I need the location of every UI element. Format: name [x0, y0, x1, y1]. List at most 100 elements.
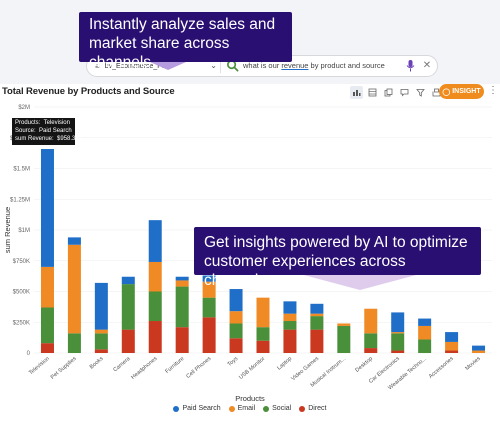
bar-segment-paid-search	[94, 282, 108, 330]
more-options-icon[interactable]: ⋮	[488, 85, 498, 96]
x-tick-label: Desktop	[354, 356, 374, 374]
bar-segment-email	[40, 266, 54, 308]
bar-segment-paid-search	[148, 220, 162, 262]
bar-segment-direct	[256, 340, 270, 353]
bar-segment-paid-search	[202, 275, 216, 282]
dataset-select[interactable]: ≡ bv_Ecommerce_Feed ⌄	[95, 56, 219, 76]
legend-item[interactable]: Email	[228, 405, 256, 412]
copy-icon[interactable]	[382, 86, 395, 99]
chart-title: Total Revenue by Products and Source	[2, 86, 175, 97]
bar-segment-direct	[445, 350, 459, 353]
bar-segment-paid-search	[67, 237, 81, 245]
bar-segment-email	[202, 281, 216, 298]
comment-icon[interactable]	[398, 86, 411, 99]
query-text-before: what is our	[243, 61, 282, 70]
query-highlight: revenue	[281, 61, 309, 70]
bar-segment-direct	[283, 329, 297, 353]
legend-item[interactable]: Direct	[299, 405, 327, 412]
bar-segment-email	[67, 244, 81, 334]
bar-segment-social	[418, 339, 432, 353]
legend-item[interactable]: Social	[263, 405, 291, 412]
bar-segment-direct	[94, 349, 108, 353]
y-tick-label: $750K	[13, 259, 30, 265]
bar-segment-social	[148, 291, 162, 322]
dataset-icon: ≡	[95, 62, 100, 71]
bar-segment-direct	[202, 317, 216, 353]
bar-segment-social	[175, 286, 189, 328]
bar-segment-email	[256, 297, 270, 328]
x-tick-label: Accessories	[428, 356, 455, 380]
chart-tooltip: Products: Television Source: Paid Search…	[12, 118, 83, 145]
chart-toolbar	[350, 84, 459, 100]
lightbulb-icon: ◯	[442, 88, 451, 96]
legend-swatch	[173, 405, 180, 412]
y-tick-label: 0	[27, 351, 31, 357]
x-tick-label: Books	[89, 356, 105, 371]
bar-segment-social	[337, 325, 351, 353]
bar-segment-email	[94, 329, 108, 334]
insight-label: INSIGHT	[452, 88, 481, 95]
y-tick-label: $1.5M	[13, 167, 30, 173]
bar-segment-paid-search	[445, 332, 459, 342]
bar-segment-social	[283, 321, 297, 330]
microphone-icon[interactable]	[405, 59, 416, 73]
bar-segment-email	[472, 350, 486, 353]
x-tick-label: Movies	[464, 356, 482, 372]
bar-segment-paid-search	[418, 318, 432, 326]
bar-segment-social	[40, 307, 54, 344]
bar-segment-paid-search	[121, 276, 135, 285]
bar-segment-direct	[391, 350, 405, 353]
filter-icon[interactable]	[414, 86, 427, 99]
bar-segment-direct	[121, 329, 135, 353]
legend-item[interactable]: Paid Search	[173, 405, 221, 412]
bar-segment-social	[364, 333, 378, 349]
bar-segment-email	[364, 308, 378, 334]
y-tick-label: $250K	[13, 320, 30, 326]
bar-segment-email	[337, 323, 351, 326]
bar-segment-direct	[364, 348, 378, 353]
bar-segment-paid-search	[472, 345, 486, 351]
bar-segment-paid-search	[391, 312, 405, 333]
bar-segment-email	[148, 261, 162, 292]
x-axis-label: Products	[235, 394, 265, 403]
x-tick-label: Pet Supplies	[50, 356, 78, 381]
bar-segment-direct	[175, 327, 189, 353]
legend-swatch	[299, 405, 306, 412]
search-input[interactable]: what is our revenue by product and sourc…	[243, 61, 385, 70]
bar-segment-email	[310, 313, 324, 317]
bar-segment-social	[121, 284, 135, 330]
y-axis-label: sum Revenue	[3, 207, 12, 253]
bar-segment-paid-search	[310, 303, 324, 314]
bar-segment-email	[391, 332, 405, 334]
table-icon[interactable]	[366, 86, 379, 99]
x-tick-label: USB Monitor	[238, 356, 266, 381]
legend-label: Direct	[308, 405, 327, 412]
bar-segment-social	[310, 316, 324, 330]
y-tick-label: $1M	[18, 228, 30, 234]
x-tick-label: Laptop	[276, 356, 293, 372]
bar-chart-icon[interactable]	[350, 85, 363, 99]
bar-segment-email	[229, 311, 243, 324]
bar-segment-paid-search	[40, 149, 54, 267]
y-tick-label: $1.25M	[10, 197, 30, 203]
bar-segment-social	[202, 297, 216, 318]
bar-segment-social	[67, 333, 81, 353]
bar-segment-social	[256, 327, 270, 341]
bar-segment-direct	[40, 343, 54, 353]
bar-segment-social	[229, 323, 243, 339]
bar-segment-email	[445, 341, 459, 351]
banner-pointer	[300, 274, 420, 290]
stacked-bar-chart: 0$250K$500K$750K$1M$1.25M$1.5M$1.75M$2Ms…	[3, 105, 492, 403]
legend-label: Email	[237, 405, 256, 412]
bar-segment-paid-search	[229, 289, 243, 312]
legend-label: Social	[272, 405, 292, 412]
close-icon[interactable]: ✕	[422, 60, 432, 71]
chevron-down-icon[interactable]: ⌄	[210, 61, 217, 70]
bar-segment-paid-search	[283, 301, 297, 314]
bar-segment-email	[175, 280, 189, 287]
bar-segment-email	[418, 325, 432, 340]
bar-segment-paid-search	[175, 276, 189, 281]
x-tick-label: Television	[28, 356, 51, 376]
bar-segment-email	[283, 313, 297, 322]
insight-button[interactable]: ◯ INSIGHT	[439, 84, 484, 99]
